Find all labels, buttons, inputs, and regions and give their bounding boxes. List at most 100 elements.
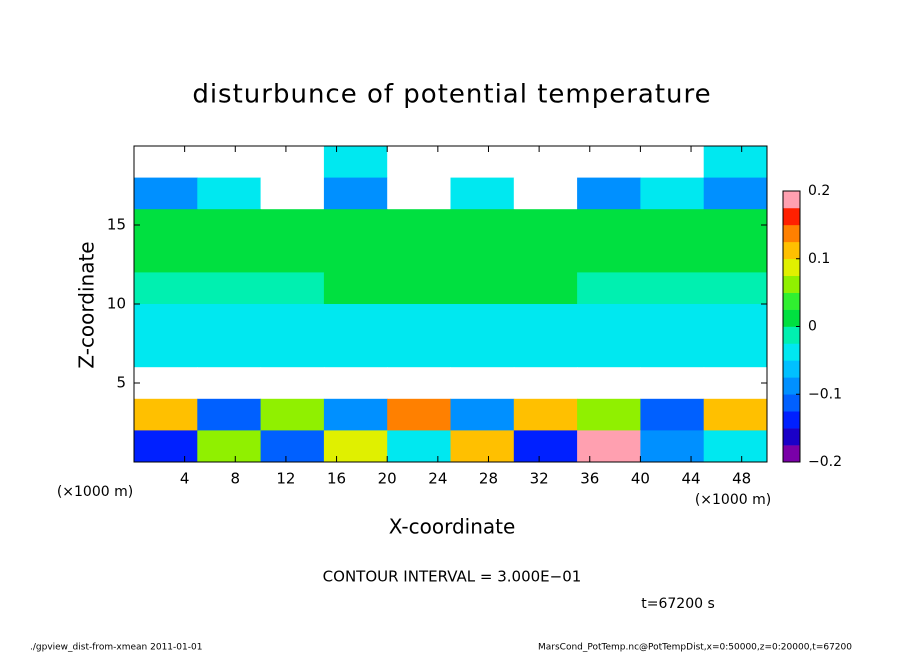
colorbar-swatch — [783, 360, 800, 378]
heatmap-cell — [260, 335, 325, 368]
heatmap-cell — [387, 430, 451, 463]
heatmap-cell — [640, 335, 705, 368]
heatmap-cell — [134, 398, 198, 431]
heatmap-cell — [197, 177, 262, 210]
heatmap-cell — [513, 177, 578, 210]
x-tick-label: 12 — [276, 470, 295, 488]
heatmap-cell — [134, 177, 198, 210]
heatmap-cell — [450, 304, 515, 337]
colorbar-tick-label: 0.1 — [808, 251, 830, 267]
heatmap-cell — [703, 335, 768, 368]
heatmap-cell — [197, 304, 262, 337]
x-tick-label: 32 — [530, 470, 549, 488]
heatmap-cell — [640, 272, 705, 305]
heatmap-cell — [640, 146, 705, 179]
heatmap-cell — [134, 430, 198, 463]
heatmap-cell — [450, 146, 515, 179]
heatmap-cell — [640, 304, 705, 337]
x-tick-label: 20 — [378, 470, 397, 488]
heatmap-cell — [703, 430, 768, 463]
heatmap-cell — [197, 430, 262, 463]
heatmap-cell — [134, 272, 198, 305]
heatmap-cell — [387, 177, 451, 210]
heatmap-cell — [577, 398, 641, 431]
heatmap-cell — [703, 272, 768, 305]
colorbar-swatch — [783, 394, 800, 412]
heatmap-cell — [134, 146, 198, 179]
heatmap-cell — [134, 304, 198, 337]
colorbar-swatch — [783, 191, 800, 209]
contour-note: CONTOUR INTERVAL = 3.000E−01 — [323, 568, 582, 586]
heatmap-cell — [450, 177, 515, 210]
colorbar-tick-label: 0 — [808, 319, 817, 335]
x-tick-label: 44 — [681, 470, 700, 488]
heatmap-cell — [703, 367, 768, 400]
colorbar-tick-label: −0.2 — [808, 454, 842, 470]
colorbar-swatch — [783, 326, 800, 344]
heatmap-cell — [197, 240, 262, 273]
heatmap-cell — [640, 177, 705, 210]
heatmap-cell — [197, 272, 262, 305]
x-tick-label: 8 — [231, 470, 241, 488]
colorbar-swatch — [783, 241, 800, 260]
y-tick-label: 10 — [107, 295, 126, 313]
heatmap-cell — [577, 146, 641, 179]
heatmap-cell — [260, 146, 325, 179]
heatmap-cell — [323, 272, 388, 305]
heatmap-cell — [577, 304, 641, 337]
heatmap-cell — [703, 209, 768, 242]
heatmap-cell — [513, 240, 578, 273]
colorbar-swatch — [783, 258, 800, 276]
colorbar-swatch — [783, 309, 800, 327]
colorbar-swatch — [783, 428, 800, 446]
chart-title: disturbunce of potential temperature — [192, 80, 711, 110]
heatmap-cell — [450, 272, 515, 305]
x-tick-label: 4 — [180, 470, 190, 488]
x-tick-label: 36 — [580, 470, 599, 488]
heatmap-cell — [323, 146, 388, 179]
heatmap-cell — [450, 209, 515, 242]
heatmap-cell — [323, 367, 388, 400]
colorbar-swatch — [783, 343, 800, 361]
heatmap-cell — [640, 398, 705, 431]
heatmap-cell — [640, 367, 705, 400]
heatmap-cell — [703, 146, 768, 179]
x-unit: (×1000 m) — [695, 492, 771, 508]
heatmap-cell — [513, 146, 578, 179]
heatmap-cell — [577, 240, 641, 273]
heatmap-cell — [703, 177, 768, 210]
heatmap-cell — [577, 335, 641, 368]
heatmap-cell — [450, 335, 515, 368]
heatmap-cell — [703, 398, 768, 431]
footer: ./gpview_dist-from-xmean 2011-01-01 — [30, 643, 202, 653]
heatmap-cell — [260, 177, 325, 210]
colorbar-swatch — [783, 275, 800, 293]
heatmap-cell — [197, 209, 262, 242]
heatmap-cell — [134, 335, 198, 368]
heatmap-cell — [323, 209, 388, 242]
heatmap-cell — [197, 367, 262, 400]
heatmap-cell — [577, 209, 641, 242]
heatmap-cell — [577, 177, 641, 210]
heatmap-cell — [450, 367, 515, 400]
x-tick-label: 16 — [327, 470, 346, 488]
heatmap-cell — [450, 398, 515, 431]
heatmap-cell — [450, 240, 515, 273]
heatmap-cell — [197, 335, 262, 368]
heatmap-cell — [513, 367, 578, 400]
colorbar-swatch — [783, 207, 800, 226]
heatmap-cell — [323, 177, 388, 210]
x-tick-label: 24 — [428, 470, 447, 488]
heatmap-cell — [513, 335, 578, 368]
heatmap-cell — [260, 209, 325, 242]
heatmap-cell — [387, 146, 451, 179]
y-tick-label: 15 — [107, 216, 126, 234]
heatmap-cell — [260, 430, 325, 463]
colorbar-swatch — [783, 292, 800, 310]
heatmap-cell — [260, 304, 325, 337]
heatmap-cell — [323, 335, 388, 368]
heatmap-cell — [387, 335, 451, 368]
heatmap-cell — [323, 430, 388, 463]
heatmap-cell — [450, 430, 515, 463]
